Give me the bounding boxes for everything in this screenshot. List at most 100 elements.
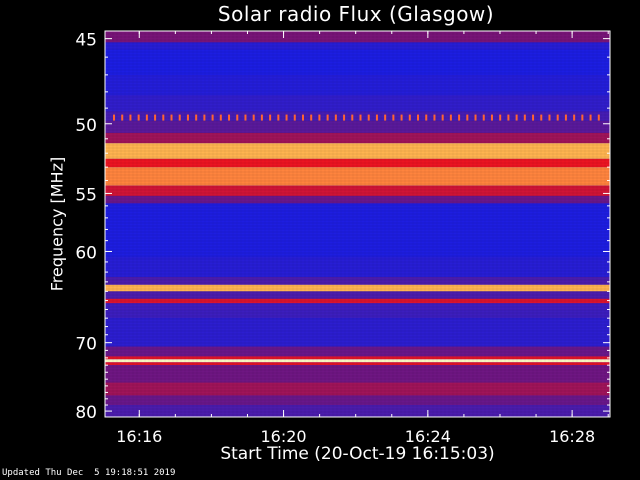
frequency-band	[105, 111, 610, 121]
frequency-band	[105, 120, 610, 133]
interference-burst	[375, 114, 378, 121]
chart-title: Solar radio Flux (Glasgow)	[217, 2, 495, 26]
interference-burst	[564, 114, 567, 121]
x-tick-label: 16:20	[260, 427, 306, 446]
interference-burst	[573, 114, 576, 121]
interference-burst	[334, 114, 337, 121]
interference-burst	[417, 114, 420, 121]
interference-burst	[326, 114, 329, 121]
frequency-band	[105, 203, 610, 257]
interference-burst	[449, 114, 452, 121]
y-tick-label: 55	[75, 185, 97, 205]
interference-burst	[359, 114, 362, 121]
interference-burst	[384, 114, 387, 121]
interference-burst	[523, 114, 526, 121]
updated-timestamp: Updated Thu Dec 5 19:18:51 2019	[2, 468, 176, 478]
interference-burst	[400, 114, 403, 121]
frequency-band	[105, 256, 610, 278]
frequency-band	[105, 284, 610, 292]
interference-burst	[507, 114, 510, 121]
interference-burst	[343, 114, 346, 121]
frequency-band	[105, 298, 610, 304]
interference-burst	[367, 114, 370, 121]
interference-burst	[252, 114, 255, 121]
frequency-band	[105, 318, 610, 347]
frequency-band	[105, 291, 610, 299]
interference-burst	[195, 114, 198, 121]
frequency-band	[105, 167, 610, 186]
frequency-band	[105, 95, 610, 112]
frequency-band	[105, 74, 610, 96]
frequency-band	[105, 395, 610, 406]
interference-burst	[482, 114, 485, 121]
interference-burst	[137, 114, 140, 121]
frequency-band	[105, 143, 610, 159]
interference-burst	[474, 114, 477, 121]
interference-burst	[433, 114, 436, 121]
interference-burst	[293, 114, 296, 121]
interference-burst	[351, 114, 354, 121]
interference-burst	[285, 114, 288, 121]
interference-burst	[597, 114, 600, 121]
interference-burst	[129, 114, 132, 121]
plot-frame	[104, 30, 611, 418]
x-tick-label: 16:28	[549, 427, 595, 446]
frequency-band	[105, 356, 610, 360]
y-tick-label: 80	[75, 403, 97, 423]
y-tick-label: 45	[75, 31, 97, 51]
interference-burst	[145, 114, 148, 121]
interference-burst	[458, 114, 461, 121]
frequency-band	[105, 49, 610, 75]
y-tick-label: 70	[75, 335, 97, 355]
x-tick-label: 16:24	[405, 427, 451, 446]
interference-burst	[121, 114, 124, 121]
interference-burst	[581, 114, 584, 121]
interference-burst	[589, 114, 592, 121]
interference-burst	[260, 114, 263, 121]
interference-burst	[236, 114, 239, 121]
interference-burst	[466, 114, 469, 121]
interference-burst	[219, 114, 222, 121]
interference-burst	[548, 114, 551, 121]
interference-burst	[499, 114, 502, 121]
frequency-band	[105, 132, 610, 144]
frequency-band	[105, 277, 610, 285]
interference-burst	[310, 114, 313, 121]
frequency-band	[105, 362, 610, 366]
interference-burst	[269, 114, 272, 121]
interference-burst	[203, 114, 206, 121]
frequency-band	[105, 359, 610, 363]
frequency-band	[105, 346, 610, 357]
interference-burst	[540, 114, 543, 121]
interference-burst	[515, 114, 518, 121]
interference-burst	[392, 114, 395, 121]
interference-burst	[113, 114, 115, 121]
interference-burst	[277, 114, 280, 121]
interference-burst	[301, 114, 304, 121]
frequency-band	[105, 158, 610, 168]
interference-burst	[244, 114, 247, 121]
interference-burst	[318, 114, 321, 121]
interference-burst	[532, 114, 535, 121]
x-axis-label: Start Time (20-Oct-19 16:15:03)	[220, 444, 495, 464]
interference-burst	[408, 114, 411, 121]
frequency-band	[105, 303, 610, 319]
frequency-band	[105, 185, 610, 196]
y-tick-label: 60	[75, 243, 97, 263]
interference-burst	[162, 114, 165, 121]
y-tick-label: 50	[75, 116, 97, 136]
interference-burst	[178, 114, 181, 121]
y-axis-label: Frequency [MHz]	[47, 156, 67, 292]
interference-burst	[228, 114, 231, 121]
frequency-band	[105, 195, 610, 204]
interference-burst	[211, 114, 214, 121]
frequency-band	[105, 405, 610, 417]
interference-burst	[490, 114, 493, 121]
interference-burst	[186, 114, 189, 121]
interference-burst	[170, 114, 173, 121]
interference-burst	[425, 114, 428, 121]
x-tick-label: 16:16	[116, 427, 162, 446]
frequency-band	[105, 42, 610, 50]
